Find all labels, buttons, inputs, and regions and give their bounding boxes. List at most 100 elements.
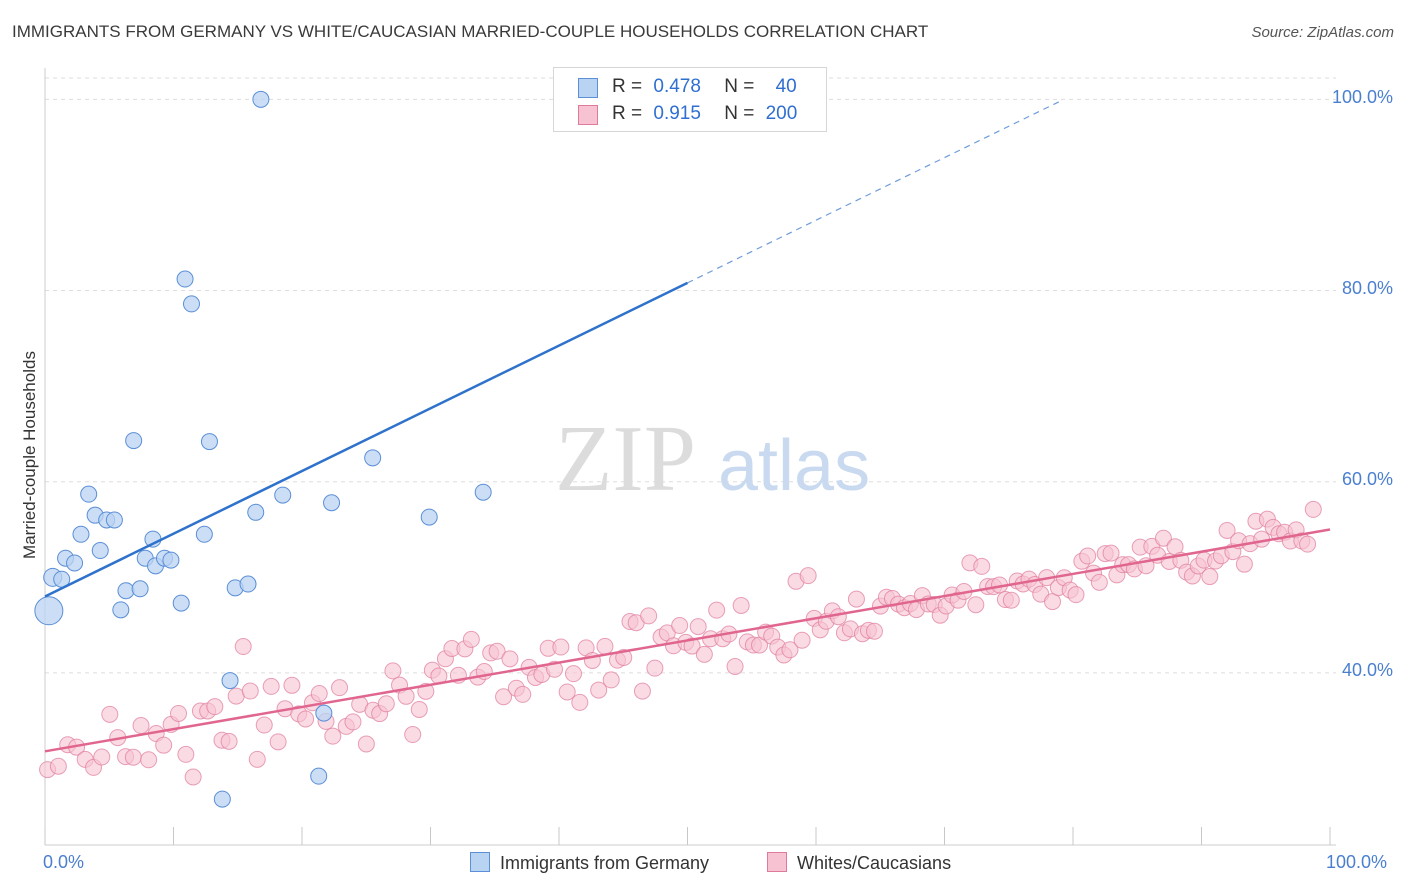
data-point-whites-caucasians [206,698,224,716]
data-point-whites-caucasians [49,757,67,775]
data-point-whites-caucasians [297,710,315,728]
data-point-whites-caucasians [1299,535,1317,553]
y-tick-label-60: 60.0% [1341,469,1393,489]
data-point-whites-caucasians [170,704,188,722]
data-point-whites-caucasians [829,608,847,626]
data-point-whites-caucasians [234,638,252,656]
data-point-whites-caucasians [269,733,287,751]
data-point-whites-caucasians [1067,586,1085,604]
watermark-zip: ZIP [555,407,696,511]
data-point-whites-caucasians [602,671,620,689]
data-point-whites-caucasians [847,590,865,608]
data-point-whites-caucasians [552,638,570,656]
data-point-whites-caucasians [1154,529,1172,547]
data-point-whites-caucasians [967,596,985,614]
data-point-whites-caucasians [357,735,375,753]
data-point-immigrants-from-germany [80,485,98,503]
r-label: R = [612,76,643,97]
data-point-whites-caucasians [683,637,701,655]
data-point-whites-caucasians [377,695,395,713]
data-point-immigrants-from-germany [105,511,123,529]
data-point-whites-caucasians [331,679,349,697]
data-point-whites-caucasians [384,662,402,680]
data-point-immigrants-from-germany [131,580,149,598]
data-point-whites-caucasians [799,567,817,585]
correlation-legend: R = 0.478 N = 40 R = 0.915 N = 200 [553,67,827,132]
data-point-immigrants-from-germany [34,596,64,626]
data-point-immigrants-from-germany [72,525,90,543]
data-point-whites-caucasians [1235,555,1253,573]
legend-swatch-pink [767,852,787,872]
data-point-whites-caucasians [514,685,532,703]
data-point-immigrants-from-germany [247,503,265,521]
r-value-pink: 0.915 [653,103,701,124]
legend-swatch-pink [578,105,598,125]
y-tick-label-40: 40.0% [1341,660,1393,680]
data-point-whites-caucasians [1102,544,1120,562]
data-point-whites-caucasians [633,682,651,700]
data-point-whites-caucasians [495,688,513,706]
data-point-whites-caucasians [708,601,726,619]
data-point-whites-caucasians [501,650,519,668]
data-point-whites-caucasians [615,648,633,666]
axes [44,68,1336,846]
data-point-whites-caucasians [646,659,664,677]
data-point-whites-caucasians [695,645,713,663]
y-tick-label-100: 100.0% [1331,87,1393,107]
data-point-whites-caucasians [310,685,328,703]
data-point-whites-caucasians [241,682,259,700]
data-point-whites-caucasians [462,630,480,648]
data-point-whites-caucasians [404,726,422,744]
chart-title: IMMIGRANTS FROM GERMANY VS WHITE/CAUCASI… [12,22,929,41]
data-point-whites-caucasians [248,750,266,768]
data-point-immigrants-from-germany [420,508,438,526]
r-value-blue: 0.478 [653,76,701,97]
r-label: R = [612,103,643,124]
grid-lines [45,77,1336,674]
data-point-whites-caucasians [488,642,506,660]
x-tick-label-100: 100.0% [1326,852,1388,872]
data-point-immigrants-from-germany [200,433,218,451]
data-point-whites-caucasians [140,751,158,769]
data-point-whites-caucasians [1218,521,1236,539]
data-point-whites-caucasians [1002,591,1020,609]
legend-row-blue: R = 0.478 N = 40 [554,75,826,101]
data-point-immigrants-from-germany [239,575,257,593]
data-point-immigrants-from-germany [176,270,194,288]
data-point-whites-caucasians [596,637,614,655]
data-point-whites-caucasians [689,618,707,636]
source-credit: Source: ZipAtlas.com [1251,24,1394,41]
data-point-immigrants-from-germany [221,672,239,690]
legend-label-pink: Whites/Caucasians [797,853,952,873]
data-point-immigrants-from-germany [310,767,328,785]
data-point-immigrants-from-germany [172,594,190,612]
data-point-whites-caucasians [1090,573,1108,591]
data-point-whites-caucasians [124,748,142,766]
legend-swatch-blue [470,852,490,872]
data-point-whites-caucasians [640,607,658,625]
data-point-whites-caucasians [973,557,991,575]
data-point-immigrants-from-germany [162,551,180,569]
data-point-whites-caucasians [262,677,280,695]
data-point-whites-caucasians [410,700,428,718]
trend-line-extension-immigrants-from-germany [687,100,1061,284]
data-point-immigrants-from-germany [474,483,492,501]
series-whites-caucasians [39,500,1322,786]
watermark: ZIP atlas [555,407,870,511]
data-point-immigrants-from-germany [323,494,341,512]
data-point-immigrants-from-germany [213,790,231,808]
legend-item-immigrants-from-germany: Immigrants from Germany [470,852,709,874]
n-value-pink: 200 [765,103,798,124]
data-point-whites-caucasians [558,683,576,701]
data-point-whites-caucasians [732,597,750,615]
data-point-whites-caucasians [344,713,362,731]
data-point-immigrants-from-germany [195,525,213,543]
legend-row-pink: R = 0.915 N = 200 [554,102,826,128]
legend-swatch-blue [578,78,598,98]
data-point-whites-caucasians [227,687,245,705]
data-point-whites-caucasians [1304,500,1322,518]
data-point-whites-caucasians [184,768,202,786]
data-point-whites-caucasians [671,617,689,635]
data-point-whites-caucasians [177,745,195,763]
